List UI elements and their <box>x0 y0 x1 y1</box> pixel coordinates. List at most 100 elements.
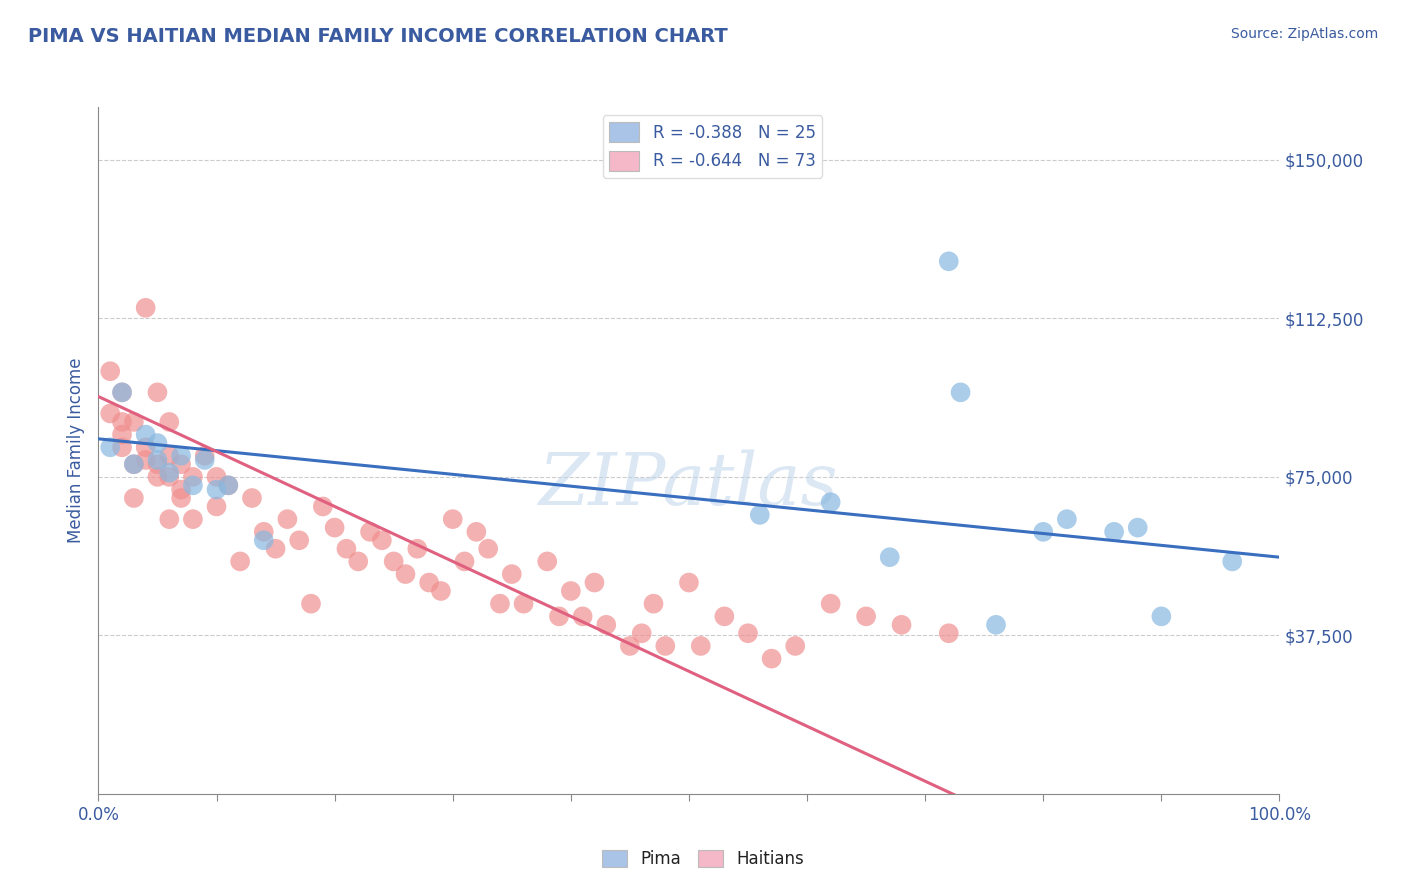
Point <box>949 385 972 400</box>
Point <box>1150 609 1173 624</box>
Point <box>382 554 405 568</box>
Point <box>548 609 571 624</box>
Point <box>394 567 416 582</box>
Point <box>217 478 239 492</box>
Point <box>194 449 217 463</box>
Point <box>299 597 322 611</box>
Point <box>135 427 157 442</box>
Legend: Pima, Haitians: Pima, Haitians <box>595 843 811 875</box>
Point <box>1220 554 1243 568</box>
Point <box>359 524 381 539</box>
Point <box>678 575 700 590</box>
Point <box>111 385 134 400</box>
Point <box>335 541 357 556</box>
Point <box>170 457 193 471</box>
Point <box>595 617 617 632</box>
Point <box>135 440 157 454</box>
Point <box>217 478 239 492</box>
Point <box>1056 512 1078 526</box>
Point <box>855 609 877 624</box>
Point <box>501 567 523 582</box>
Point <box>264 541 287 556</box>
Point <box>737 626 759 640</box>
Point <box>194 453 217 467</box>
Point <box>170 483 193 497</box>
Point <box>170 449 193 463</box>
Point <box>205 500 228 514</box>
Point <box>713 609 735 624</box>
Point <box>181 470 204 484</box>
Point <box>583 575 606 590</box>
Point <box>253 524 276 539</box>
Point <box>512 597 534 611</box>
Point <box>785 639 807 653</box>
Point <box>347 554 370 568</box>
Point <box>253 533 276 548</box>
Point <box>157 466 180 480</box>
Point <box>654 639 676 653</box>
Point <box>205 483 228 497</box>
Point <box>146 470 169 484</box>
Point <box>406 541 429 556</box>
Point <box>820 495 842 509</box>
Point <box>938 626 960 640</box>
Point <box>536 554 558 568</box>
Point <box>157 470 180 484</box>
Point <box>181 512 204 526</box>
Point <box>135 453 157 467</box>
Point <box>477 541 499 556</box>
Point <box>146 457 169 471</box>
Point <box>879 550 901 565</box>
Point <box>1102 524 1125 539</box>
Point <box>619 639 641 653</box>
Point <box>122 415 145 429</box>
Point <box>489 597 512 611</box>
Point <box>1126 520 1149 534</box>
Point <box>371 533 394 548</box>
Point <box>111 415 134 429</box>
Point <box>170 491 193 505</box>
Point <box>229 554 252 568</box>
Legend: R = -0.388   N = 25, R = -0.644   N = 73: R = -0.388 N = 25, R = -0.644 N = 73 <box>603 115 823 178</box>
Point <box>441 512 464 526</box>
Point <box>157 449 180 463</box>
Point <box>98 364 121 378</box>
Point <box>146 453 169 467</box>
Point <box>453 554 475 568</box>
Text: ZIPatlas: ZIPatlas <box>538 450 839 520</box>
Point <box>938 254 960 268</box>
Text: PIMA VS HAITIAN MEDIAN FAMILY INCOME CORRELATION CHART: PIMA VS HAITIAN MEDIAN FAMILY INCOME COR… <box>28 27 728 45</box>
Point <box>984 617 1007 632</box>
Point <box>181 478 204 492</box>
Point <box>312 500 335 514</box>
Point <box>748 508 770 522</box>
Point <box>643 597 665 611</box>
Point <box>288 533 311 548</box>
Point <box>111 440 134 454</box>
Point <box>761 651 783 665</box>
Y-axis label: Median Family Income: Median Family Income <box>67 358 86 543</box>
Point <box>430 584 453 599</box>
Point <box>205 470 228 484</box>
Point <box>146 385 169 400</box>
Point <box>1032 524 1054 539</box>
Point <box>111 427 134 442</box>
Point <box>276 512 298 526</box>
Point <box>157 415 180 429</box>
Point <box>98 440 121 454</box>
Point <box>98 407 121 421</box>
Point <box>890 617 912 632</box>
Point <box>157 512 180 526</box>
Point <box>571 609 593 624</box>
Point <box>630 626 652 640</box>
Point <box>146 436 169 450</box>
Point <box>240 491 263 505</box>
Point <box>689 639 711 653</box>
Point <box>122 457 145 471</box>
Point <box>465 524 488 539</box>
Point <box>122 491 145 505</box>
Point <box>135 301 157 315</box>
Point <box>323 520 346 534</box>
Point <box>418 575 440 590</box>
Point <box>820 597 842 611</box>
